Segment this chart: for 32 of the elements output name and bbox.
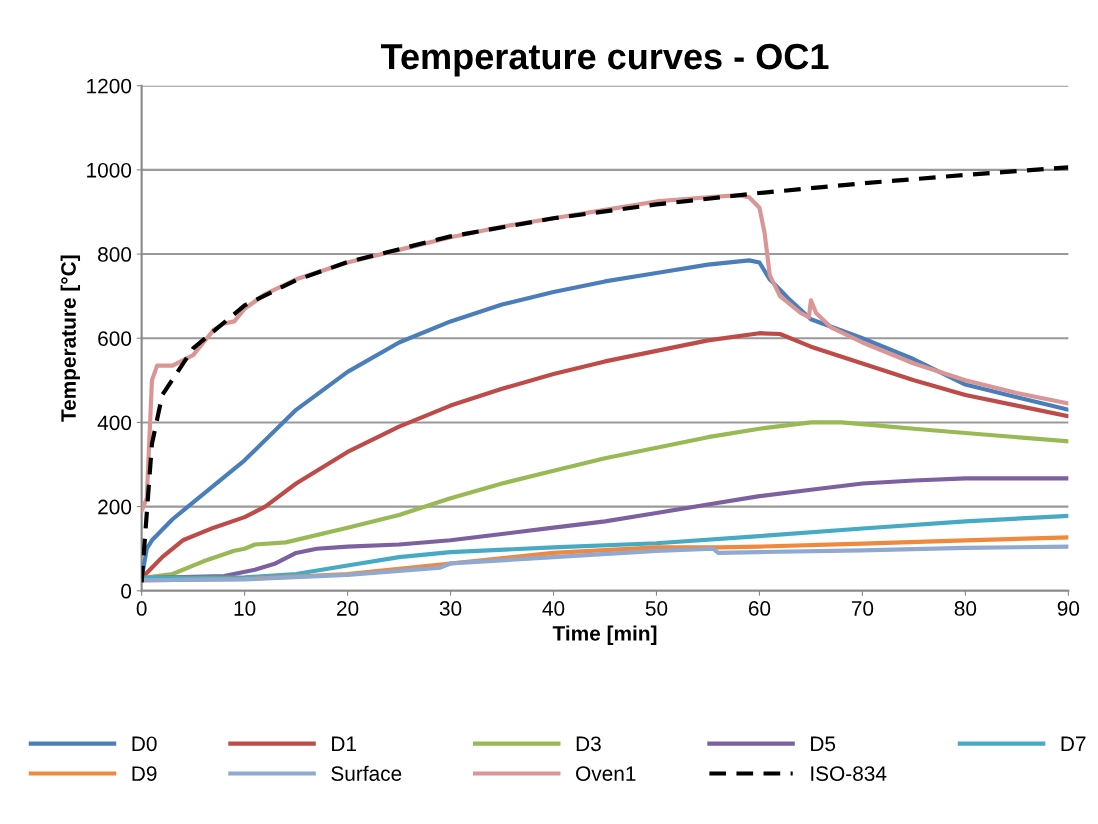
x-tick-label: 30 [439,601,462,616]
y-axis-title: Temperature [°C] [60,255,81,422]
x-tick-label: 60 [748,601,771,616]
legend-label: D9 [132,766,157,781]
legend-label: ISO-834 [811,766,887,781]
y-tick-label: 1200 [87,78,132,94]
legend-label: D3 [576,736,601,752]
legend-label: D5 [811,736,836,752]
y-tick-label: 400 [97,415,132,431]
legend-label: D0 [132,736,157,752]
y-tick-label: 1000 [87,162,132,178]
y-tick-label: 600 [98,331,132,347]
x-tick-label: 90 [1057,601,1080,616]
legend-label: Oven1 [576,766,636,781]
y-tick-label: 800 [98,247,132,262]
legend-label: D7 [1061,736,1086,751]
line-series [141,513,1069,581]
x-tick-label: 70 [851,601,874,616]
chart-title: Temperature curves - OC1 [380,43,829,77]
x-tick-label: 0 [136,601,147,616]
legend-label: Surface [331,765,402,781]
x-tick-label: 40 [542,601,565,616]
x-tick-label: 20 [337,601,359,616]
line-series [141,544,1069,583]
x-tick-label: 10 [234,601,256,616]
line-series [141,165,1069,585]
x-tick-label: 50 [645,601,668,616]
legend-label: D1 [332,736,356,751]
x-tick-label: 80 [954,601,977,616]
y-tick-label: 200 [98,499,132,515]
y-tick-label: 0 [121,583,132,599]
x-axis-title: Time [min] [552,625,657,645]
